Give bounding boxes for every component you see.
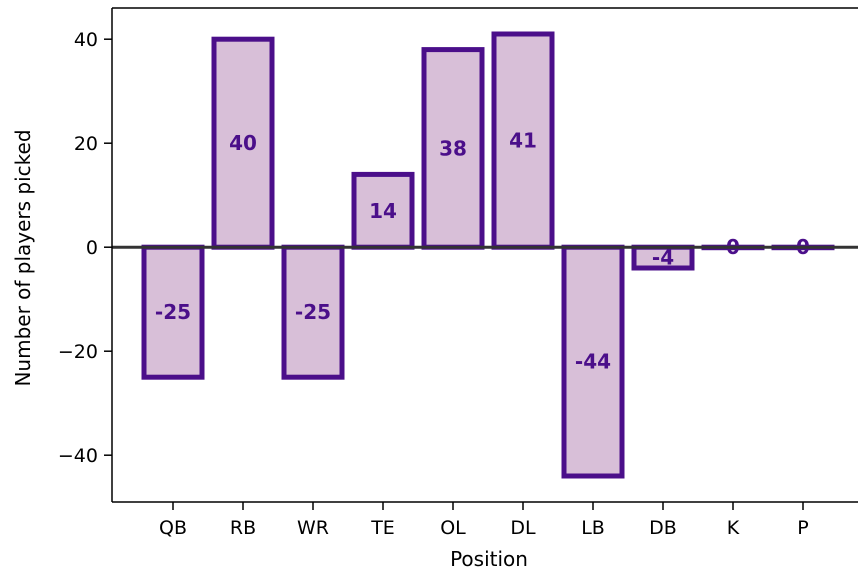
x-axis-label: Position xyxy=(450,547,528,571)
x-tick-label-rb: RB xyxy=(230,517,256,539)
x-tick-label-k: K xyxy=(727,517,740,539)
data-label-dl: 41 xyxy=(509,129,537,153)
x-tick-label-db: DB xyxy=(649,517,677,539)
y-tick-label: −20 xyxy=(58,341,98,363)
bar-dl xyxy=(491,31,555,250)
x-tick-label-lb: LB xyxy=(581,517,605,539)
x-tick-label-te: TE xyxy=(370,517,395,539)
y-tick-label: 0 xyxy=(86,237,98,259)
y-axis-label: Number of players picked xyxy=(11,129,35,386)
x-tick-label-p: P xyxy=(797,517,808,539)
x-tick-label-wr: WR xyxy=(297,517,329,539)
bar-lb xyxy=(561,244,625,479)
data-label-wr: -25 xyxy=(295,300,331,324)
x-tick-label-ol: OL xyxy=(440,517,466,539)
y-tick-label: 40 xyxy=(74,29,98,51)
data-label-rb: 40 xyxy=(229,131,257,155)
x-tick-label-dl: DL xyxy=(510,517,536,539)
data-label-db: -4 xyxy=(652,246,674,270)
data-label-ol: 38 xyxy=(439,136,467,160)
y-tick-label: 20 xyxy=(74,133,98,155)
y-tick-label: −40 xyxy=(58,445,98,467)
x-tick-label-qb: QB xyxy=(159,517,187,539)
bar-qb xyxy=(141,244,205,380)
data-label-te: 14 xyxy=(369,199,397,223)
bar-te xyxy=(351,171,415,250)
data-label-lb: -44 xyxy=(575,350,611,374)
data-label-qb: -25 xyxy=(155,300,191,324)
axes-layer: −40 −20 0 20 40 QB RB WR TE OL DL LB DB K P xyxy=(58,7,858,539)
